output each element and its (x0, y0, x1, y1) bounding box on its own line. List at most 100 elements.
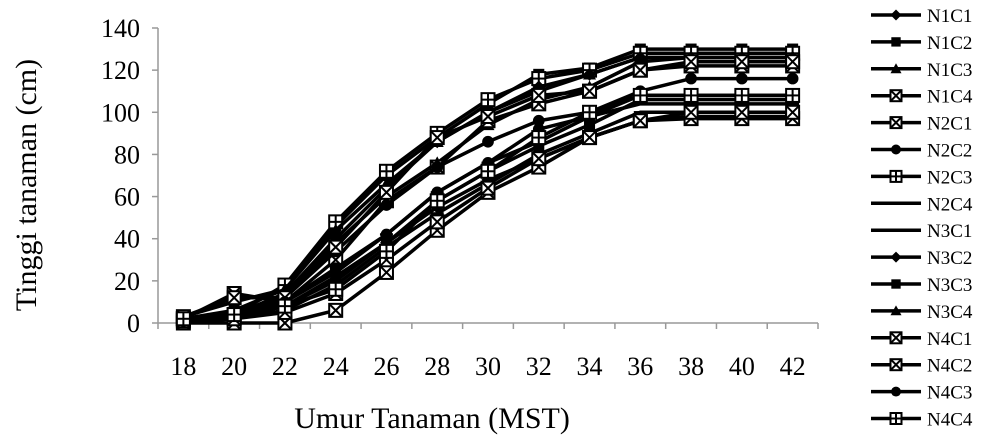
legend-label: N1C1 (927, 6, 972, 27)
data-point (378, 243, 394, 259)
data-point (429, 193, 445, 209)
data-point (328, 281, 344, 297)
axes: 0 20 40 60 80 100 120 140 18 20 22 24 26 28 30 32 34 36 38… (101, 14, 819, 381)
data-point (480, 92, 496, 108)
x-tick-label: 38 (678, 352, 704, 381)
legend-label: N3C1 (927, 221, 972, 242)
data-point (582, 130, 598, 146)
data-point (633, 51, 647, 63)
data-point (685, 72, 697, 85)
x-tick-label: 26 (373, 352, 399, 381)
data-point (531, 87, 547, 103)
data-point (891, 279, 901, 289)
legend-label: N3C4 (927, 302, 973, 323)
xsquare-marker-diag (430, 214, 445, 230)
series-group (175, 43, 801, 331)
legend-item: N4C1 (871, 329, 972, 350)
legend-item: N4C2 (871, 356, 972, 377)
square-marker (380, 237, 392, 249)
data-point (582, 83, 598, 99)
data-point (785, 104, 801, 120)
diamond-marker (890, 9, 902, 21)
xsquare-marker-diag (226, 290, 242, 305)
data-point (632, 113, 648, 129)
xsquare-marker-diag (480, 109, 496, 124)
xsquare-marker-diag (379, 265, 394, 280)
data-point (584, 119, 596, 131)
data-point (890, 63, 902, 74)
data-point (891, 37, 901, 47)
circle-marker (532, 114, 545, 127)
data-point (734, 87, 750, 103)
data-point (632, 62, 648, 78)
xsquare-marker-diag (785, 105, 800, 120)
xsquare-marker-diag (328, 239, 343, 255)
data-point (891, 144, 901, 155)
circle-marker (431, 161, 444, 173)
square-marker (891, 37, 901, 47)
data-point (889, 89, 903, 103)
y-tick-label: 100 (101, 98, 140, 127)
xsquare-marker-diag (633, 62, 648, 78)
square-marker (891, 279, 901, 289)
y-tick-label: 20 (114, 267, 140, 296)
triangle-marker (890, 63, 902, 74)
y-tick-label: 120 (101, 56, 140, 85)
circle-marker (329, 262, 342, 275)
legend-label: N2C3 (927, 167, 972, 188)
xsquare-marker-diag (785, 54, 800, 69)
data-point (533, 140, 545, 152)
legend-item: N4C4 (871, 410, 973, 431)
circle-marker (891, 144, 901, 155)
x-tick-label: 34 (577, 352, 603, 381)
data-point (734, 54, 750, 70)
x-tick-label: 18 (170, 352, 196, 381)
legend-label: N4C3 (927, 383, 972, 404)
legend-item: N2C1 (871, 114, 972, 135)
data-point (329, 262, 342, 275)
circle-marker (685, 72, 697, 85)
legend-item: N1C1 (871, 6, 972, 27)
data-point (429, 214, 445, 230)
data-point (328, 239, 344, 255)
data-point (378, 184, 394, 200)
x-tick-label: 28 (424, 352, 450, 381)
legend-item: N1C4 (871, 87, 973, 108)
data-point (632, 87, 648, 103)
legend-label: N3C3 (927, 275, 972, 296)
data-point (328, 302, 344, 318)
legend-label: N1C2 (927, 33, 972, 54)
data-point (889, 412, 903, 425)
xsquare-marker-diag (683, 105, 699, 120)
data-point (889, 116, 903, 130)
legend-label: N1C3 (927, 60, 972, 81)
x-axis-title: Umur Tanaman (MST) (294, 402, 570, 435)
data-point (329, 223, 343, 236)
data-point (277, 298, 293, 314)
data-point (482, 135, 494, 148)
data-point (582, 104, 598, 120)
xsquare-marker-diag (531, 151, 546, 166)
legend-item: N3C3 (871, 275, 972, 296)
legend-label: N2C4 (927, 194, 973, 215)
circle-marker (891, 386, 901, 397)
y-tick-label: 80 (114, 140, 140, 169)
x-tick-label: 20 (221, 352, 247, 381)
legend: N1C1 N1C2 N1C3 N1C4 N2C1 N2C2 N2C3 N2C4 N3C1 N3C2… (871, 6, 973, 431)
data-point (480, 180, 496, 196)
data-point (890, 305, 902, 316)
data-point (889, 358, 903, 372)
data-point (429, 130, 445, 146)
square-marker (533, 140, 545, 152)
legend-label: N2C2 (927, 141, 972, 162)
data-point (431, 161, 444, 173)
y-tick-label: 40 (114, 225, 140, 254)
x-tick-label: 30 (475, 352, 501, 381)
legend-item: N2C2 (871, 141, 972, 162)
xsquare-marker-diag (328, 303, 343, 318)
legend-label: N2C1 (927, 114, 972, 135)
data-point (889, 169, 903, 183)
xsquare-marker-diag (582, 130, 597, 145)
data-point (889, 331, 903, 345)
data-point (683, 87, 699, 103)
